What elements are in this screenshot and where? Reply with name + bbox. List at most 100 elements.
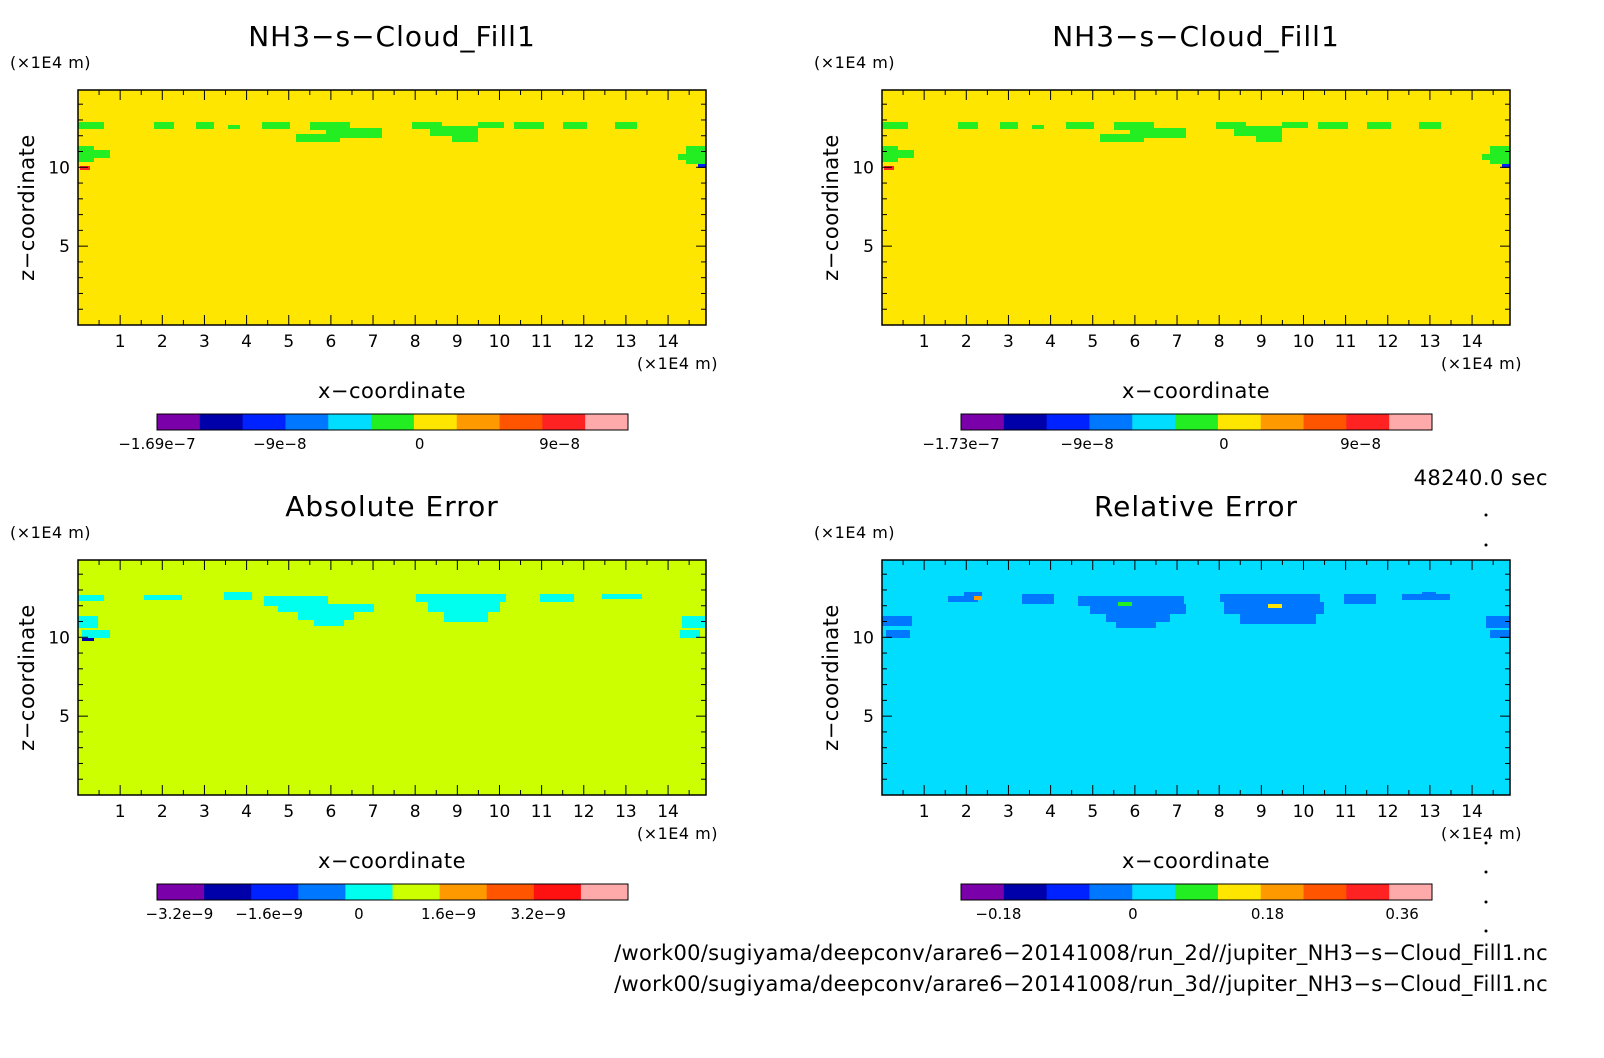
y-tick-label: 5: [863, 237, 874, 257]
x-tick-label: 9: [1256, 802, 1267, 822]
x-tick-label: 6: [1129, 802, 1140, 822]
x-tick-label: 12: [573, 332, 595, 352]
field-feature: [1482, 154, 1498, 160]
marker-dot: [1484, 900, 1488, 904]
field-feature: [1318, 122, 1348, 129]
colorbar-tick-label: −1.73e−7: [922, 435, 999, 453]
x-tick-label: 7: [1172, 802, 1183, 822]
field-feature: [154, 122, 174, 129]
field-feature: [974, 596, 982, 600]
x-tick-label: 4: [1045, 332, 1056, 352]
field-feature: [1066, 122, 1094, 129]
colorbar-tick-label: 9e−8: [1340, 435, 1381, 453]
colorbar-swatch: [1132, 884, 1176, 900]
colorbar-swatch: [456, 414, 501, 430]
colorbar-swatch: [1132, 414, 1176, 430]
x-tick-label: 3: [199, 802, 210, 822]
colorbar-tick-label: −3.2e−9: [146, 905, 214, 923]
field-feature: [416, 594, 506, 602]
x-tick-label: 1: [919, 802, 930, 822]
x-tick-label: 3: [1003, 802, 1014, 822]
y-tick-label: 5: [863, 707, 874, 727]
chart-panel-1: NH3−s−Cloud_Fill1(×1E4 m)1 2 3 4 5 6 7 8 9 10 11 12…: [10, 20, 718, 453]
colorbar-swatch: [392, 884, 441, 900]
field-feature: [1240, 614, 1316, 624]
field-feature: [1116, 622, 1156, 628]
colorbar-swatch: [251, 884, 299, 900]
y-unit-label: (×1E4 m): [10, 53, 91, 72]
field-feature: [1422, 592, 1436, 596]
field-feature: [444, 612, 488, 622]
field-feature: [1000, 122, 1018, 129]
colorbar-swatch: [1389, 884, 1433, 900]
field-feature: [1078, 596, 1184, 606]
colorbar-tick-label: 0: [354, 905, 364, 923]
colorbar-swatch: [542, 414, 586, 430]
x-tick-label: 13: [615, 802, 637, 822]
field-feature: [1490, 630, 1510, 638]
field-feature: [428, 602, 500, 612]
y-axis-label: z−coordinate: [819, 604, 843, 751]
x-unit-label: (×1E4 m): [1441, 824, 1522, 843]
field-feature: [228, 125, 240, 129]
y-tick-label: 10: [852, 158, 874, 178]
y-axis-label: z−coordinate: [15, 134, 39, 281]
field-feature: [890, 150, 914, 158]
colorbar-swatch: [1003, 884, 1048, 900]
colorbar-swatch: [1260, 884, 1305, 900]
plot-frame: [77, 89, 707, 326]
field-feature: [514, 122, 544, 129]
colorbar-swatch: [1217, 884, 1262, 900]
chart-title: Absolute Error: [285, 490, 499, 523]
field-feature: [452, 134, 478, 142]
field-feature: [948, 596, 978, 602]
x-tick-label: 11: [1335, 802, 1357, 822]
colorbar-swatch: [298, 884, 346, 900]
field-feature: [78, 595, 104, 601]
x-tick-label: 10: [489, 332, 511, 352]
x-axis-label: x−coordinate: [318, 379, 466, 403]
field-feature: [680, 630, 700, 638]
x-tick-label: 8: [410, 802, 421, 822]
x-tick-label: 5: [283, 332, 294, 352]
field-feature: [1220, 594, 1320, 602]
field-feature: [82, 630, 110, 638]
marker-dot: [1484, 929, 1488, 933]
chart-panel-3: Absolute Error(×1E4 m)1 2 3 4 5 6 7 8 9 10 11 12 13 1…: [10, 490, 718, 923]
field-feature: [412, 122, 442, 129]
field-feature: [296, 134, 340, 142]
colorbar-swatch: [1046, 414, 1090, 430]
field-feature: [698, 164, 706, 168]
colorbar-tick-label: −1.6e−9: [235, 905, 303, 923]
x-tick-label: 3: [199, 332, 210, 352]
plot-frame: [881, 559, 1511, 796]
field-feature: [958, 122, 978, 129]
colorbar-tick-label: 0: [1128, 905, 1138, 923]
file-path-2d: /work00/sugiyama/deepconv/arare6−2014100…: [614, 941, 1548, 965]
x-tick-label: 4: [241, 332, 252, 352]
field-feature: [144, 595, 182, 600]
colorbar-swatch: [285, 414, 329, 430]
x-tick-label: 13: [1419, 802, 1441, 822]
colorbar-tick-label: 0: [415, 435, 425, 453]
field-feature: [1419, 122, 1441, 129]
y-tick-label: 5: [59, 707, 70, 727]
plot-area: [882, 90, 1510, 325]
marker-dot: [1484, 513, 1488, 517]
field-feature: [1106, 614, 1170, 622]
marker-dot: [1484, 543, 1488, 547]
x-axis-label: x−coordinate: [318, 849, 466, 873]
field-feature: [80, 166, 90, 170]
field-feature: [86, 150, 110, 158]
field-feature: [1100, 134, 1144, 142]
x-tick-label: 2: [157, 802, 168, 822]
y-unit-label: (×1E4 m): [814, 53, 895, 72]
x-tick-label: 9: [452, 802, 463, 822]
colorbar-swatch: [486, 884, 535, 900]
x-tick-label: 7: [1172, 332, 1183, 352]
x-tick-label: 11: [1335, 332, 1357, 352]
colorbar-swatch: [585, 414, 629, 430]
y-axis-label: z−coordinate: [819, 134, 843, 281]
colorbar-swatch: [345, 884, 393, 900]
